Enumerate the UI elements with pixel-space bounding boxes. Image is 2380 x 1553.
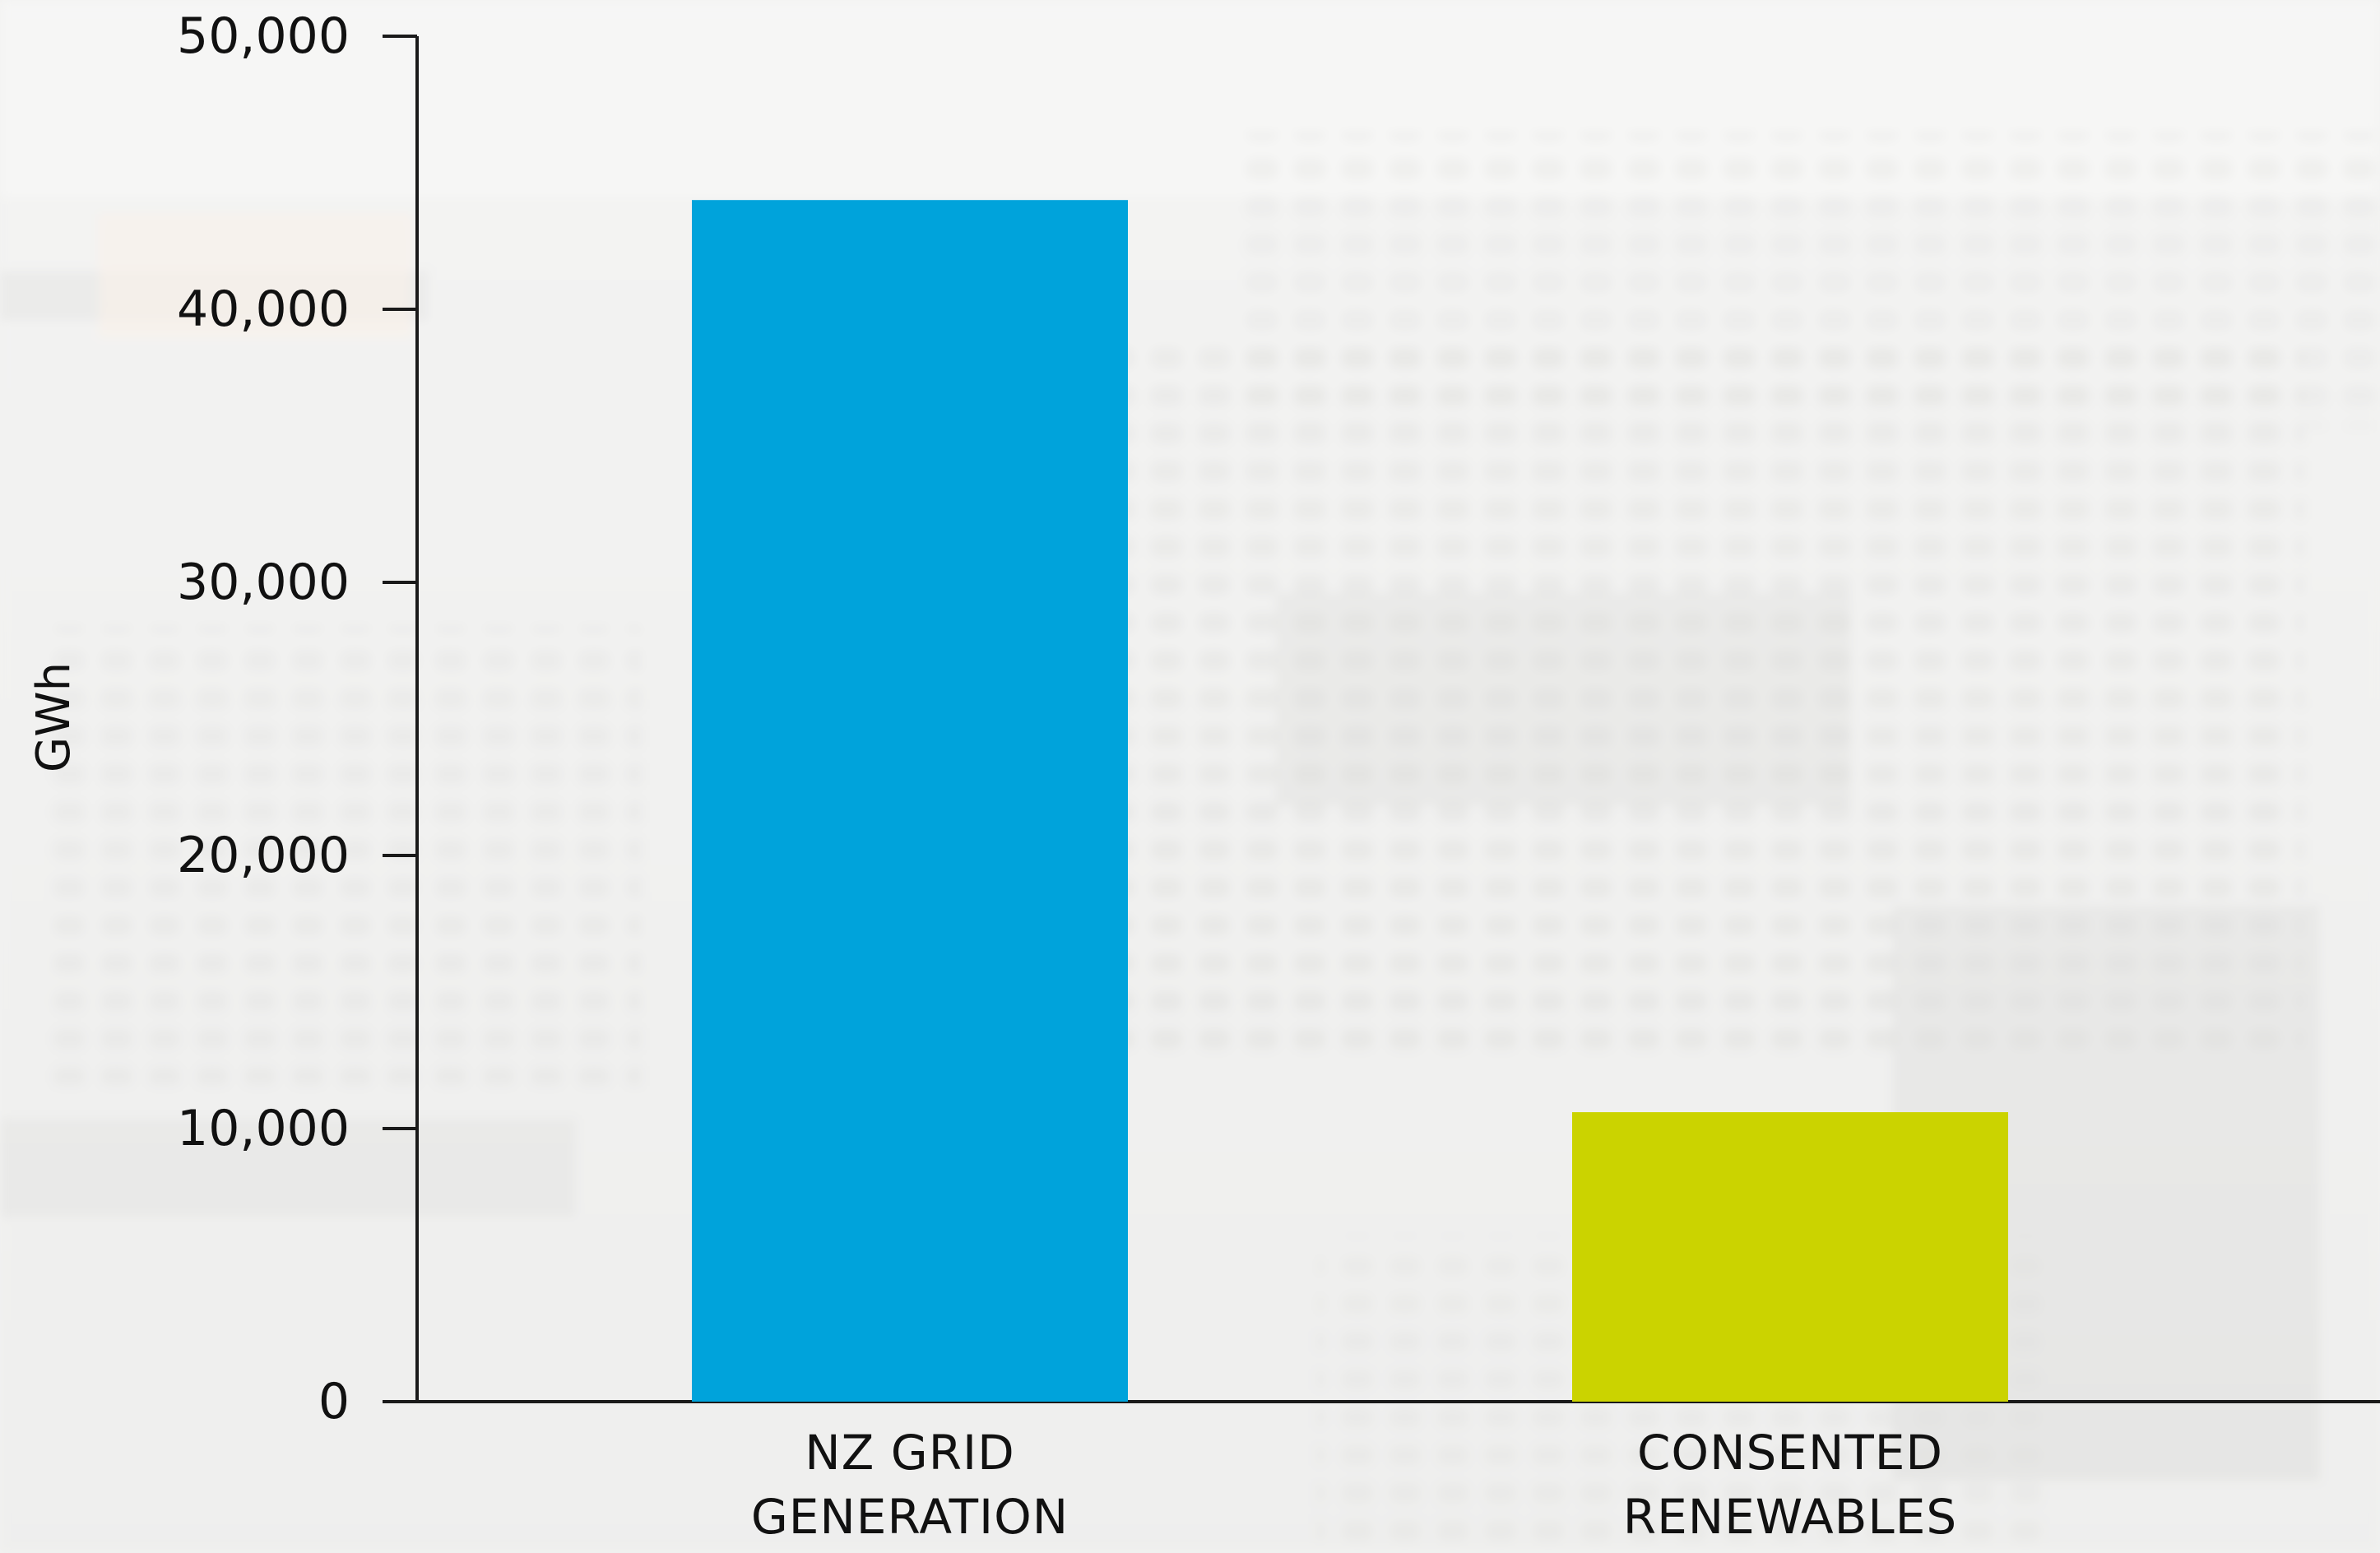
y-axis-tick-labels: 0 10,000 20,000 30,000 40,000 50,000 <box>177 7 350 1430</box>
category-label: NZ GRID <box>805 1425 1015 1481</box>
y-tick-label: 40,000 <box>177 280 350 338</box>
y-tick-label: 0 <box>318 1373 350 1430</box>
category-label: GENERATION <box>751 1489 1069 1545</box>
category-label: CONSENTED <box>1637 1425 1943 1481</box>
y-tick-label: 20,000 <box>177 827 350 884</box>
x-axis-category-labels: NZ GRID GENERATION CONSENTED RENEWABLES <box>751 1425 1957 1545</box>
y-tick-label: 10,000 <box>177 1100 350 1157</box>
bars <box>692 200 2008 1402</box>
bar-1 <box>692 200 1128 1402</box>
y-tick-label: 30,000 <box>177 554 350 611</box>
y-axis-title: GWh <box>27 662 81 772</box>
bar-2 <box>1572 1112 2008 1402</box>
y-tick-label: 50,000 <box>177 7 350 65</box>
category-label: RENEWABLES <box>1623 1489 1957 1545</box>
